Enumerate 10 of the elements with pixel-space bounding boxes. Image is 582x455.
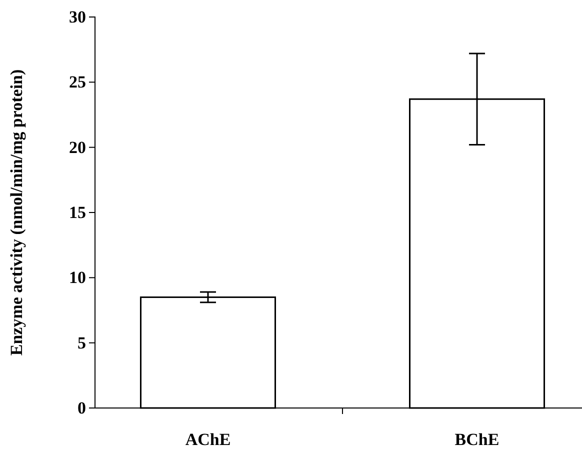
y-axis-title: Enzyme activity (nmol/min/mg protein)	[7, 69, 26, 356]
y-tick-label: 15	[69, 202, 86, 222]
y-tick-label: 20	[69, 138, 86, 157]
y-tick-label: 30	[69, 7, 86, 26]
y-tick-label: 5	[78, 333, 86, 352]
x-tick-label: BChE	[454, 430, 500, 450]
y-tick-label: 25	[69, 72, 86, 92]
y-tick-label: 10	[69, 268, 86, 288]
y-tick-label: 0	[78, 398, 86, 418]
x-tick-label: AChE	[185, 430, 231, 450]
